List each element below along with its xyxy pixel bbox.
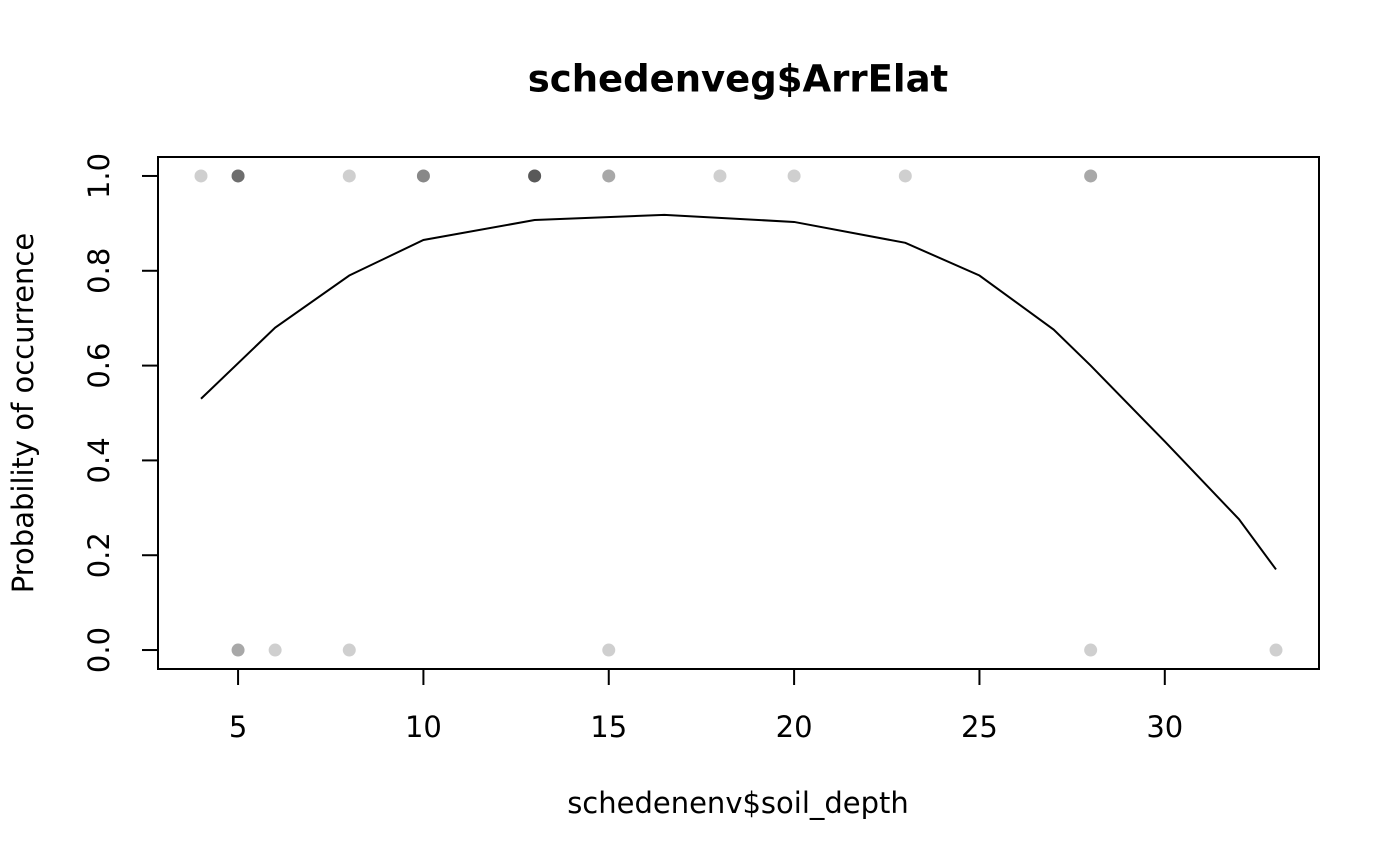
y-tick-label: 0.6 xyxy=(82,343,116,389)
point xyxy=(602,643,616,657)
x-tick-label: 15 xyxy=(590,710,627,744)
point xyxy=(1269,643,1283,657)
point xyxy=(713,169,727,183)
point xyxy=(898,169,912,183)
point xyxy=(342,169,356,183)
point xyxy=(602,169,616,183)
point xyxy=(342,643,356,657)
point xyxy=(1084,169,1098,183)
plot-frame xyxy=(157,156,1320,670)
point xyxy=(602,169,616,183)
point xyxy=(1084,169,1098,183)
point xyxy=(416,169,430,183)
point xyxy=(528,169,542,183)
y-tick-label: 0.4 xyxy=(82,437,116,483)
x-tick-label: 5 xyxy=(229,710,247,744)
point xyxy=(528,169,542,183)
point xyxy=(268,643,282,657)
x-tick-label: 25 xyxy=(961,710,998,744)
point xyxy=(231,169,245,183)
x-tick-label: 20 xyxy=(776,710,813,744)
point xyxy=(528,169,542,183)
point xyxy=(231,169,245,183)
point xyxy=(528,169,542,183)
y-tick-label: 0.2 xyxy=(82,532,116,578)
point xyxy=(528,169,542,183)
x-tick-label: 30 xyxy=(1146,710,1183,744)
point xyxy=(231,169,245,183)
y-tick-label: 0.0 xyxy=(82,627,116,673)
point xyxy=(416,169,430,183)
point xyxy=(231,643,245,657)
fitted-curve xyxy=(200,213,1277,571)
point xyxy=(231,169,245,183)
y-tick-label: 0.8 xyxy=(82,248,116,294)
chart-title: schedenveg$ArrElat xyxy=(528,58,949,101)
x-tick-label: 10 xyxy=(405,710,442,744)
y-axis-label: Probability of occurrence xyxy=(6,233,40,593)
y-tick-label: 1.0 xyxy=(82,153,116,199)
point xyxy=(1084,643,1098,657)
point xyxy=(416,169,430,183)
point xyxy=(787,169,801,183)
point xyxy=(194,169,208,183)
point xyxy=(231,643,245,657)
x-axis-label: schedenenv$soil_depth xyxy=(567,786,909,820)
